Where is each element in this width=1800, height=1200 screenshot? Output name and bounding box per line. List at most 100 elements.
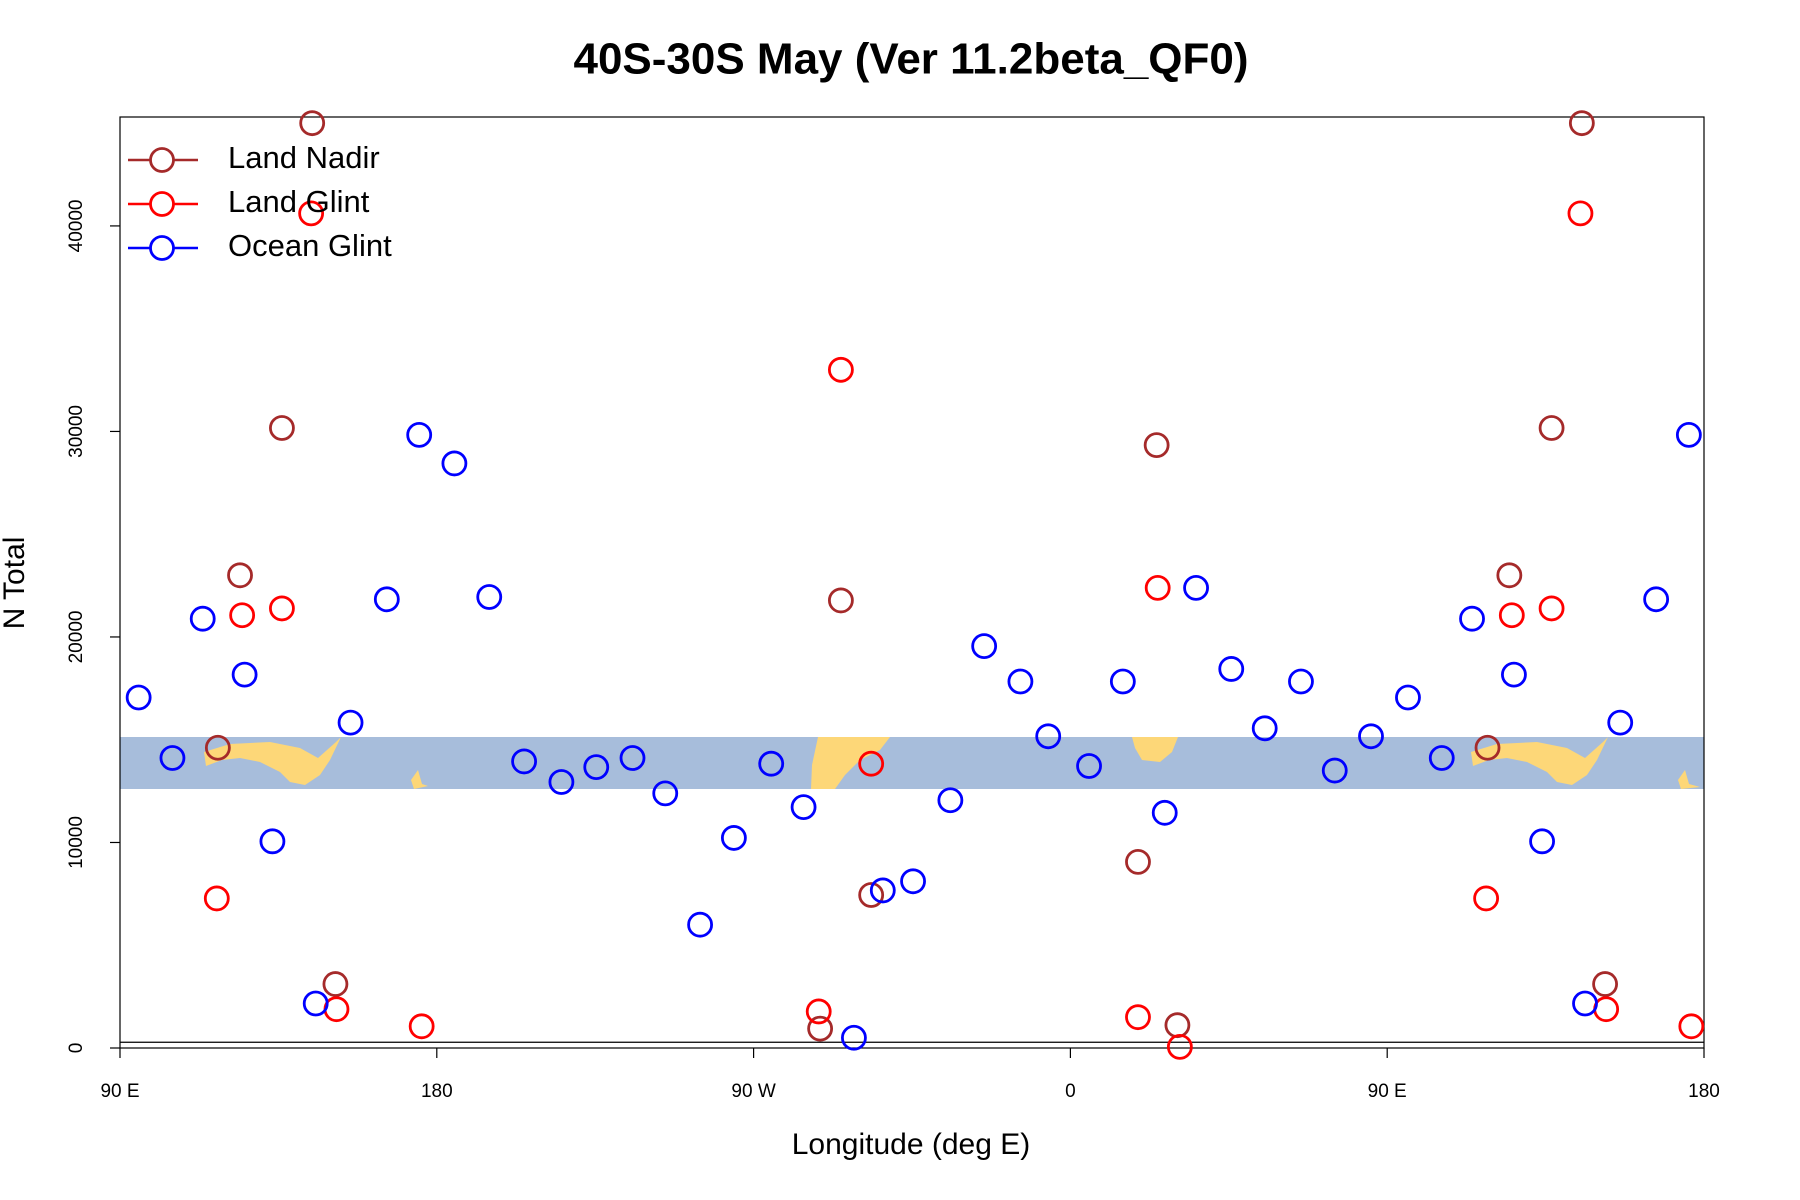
point (790, 794, 817, 820)
point (1567, 200, 1594, 227)
point (1474, 734, 1501, 761)
point (1593, 996, 1620, 1023)
point (1076, 753, 1102, 779)
point (827, 587, 854, 614)
x-tick-label: 90 E (100, 1081, 139, 1102)
land (811, 737, 890, 789)
point (827, 356, 854, 383)
legend-marker (149, 235, 175, 261)
point (189, 605, 216, 632)
point (1459, 605, 1485, 632)
x-tick-label: 180 (421, 1081, 453, 1102)
point (1529, 828, 1555, 855)
legend-label: Land Glint (228, 184, 370, 219)
point (807, 1015, 834, 1042)
point (1166, 1033, 1193, 1060)
point (758, 750, 785, 777)
x-tick-label: 90 E (1368, 1081, 1407, 1102)
point (322, 971, 349, 997)
y-tick-label: 30000 (66, 405, 87, 458)
point (1538, 595, 1565, 622)
point (869, 877, 896, 904)
point (619, 745, 646, 771)
point (269, 415, 295, 441)
latitude-band (120, 737, 1704, 789)
legend-label: Land Nadir (228, 140, 380, 175)
point (299, 110, 326, 137)
y-tick-label: 40000 (66, 200, 87, 253)
point (971, 633, 998, 659)
point (1501, 661, 1527, 688)
point (227, 562, 253, 589)
land (204, 737, 341, 785)
x-tick-label: 90 W (731, 1081, 775, 1102)
point (1395, 684, 1421, 711)
point (937, 787, 964, 814)
point (229, 602, 256, 629)
point (1125, 848, 1151, 875)
point (1151, 799, 1178, 826)
legend-marker (149, 147, 175, 173)
point (204, 734, 231, 761)
point (1321, 757, 1348, 784)
point (406, 421, 433, 448)
land (1132, 737, 1178, 762)
point (1125, 1004, 1151, 1031)
point (159, 745, 186, 771)
plot-border (119, 116, 1705, 1049)
point (1143, 432, 1170, 459)
point (1496, 562, 1523, 589)
point (1164, 1012, 1191, 1039)
point (841, 1024, 867, 1051)
point (373, 586, 400, 613)
point (323, 996, 350, 1023)
land (1471, 737, 1608, 785)
point (1607, 709, 1634, 736)
y-tick-label: 0 (66, 1043, 87, 1054)
point (1109, 668, 1136, 695)
chart-title: 40S-30S May (Ver 11.2beta_QF0) (573, 35, 1248, 84)
point (1498, 602, 1525, 629)
point (203, 885, 230, 912)
point (1218, 656, 1245, 682)
point (900, 868, 926, 895)
point (858, 882, 885, 908)
x-tick-label: 180 (1688, 1081, 1720, 1102)
point (1035, 723, 1062, 750)
point (511, 748, 537, 775)
point (1183, 574, 1209, 601)
point (1643, 586, 1670, 613)
point (1428, 745, 1455, 771)
point (1678, 1013, 1705, 1040)
legend-marker (149, 191, 175, 217)
point (1358, 723, 1384, 750)
point (1592, 971, 1618, 997)
point (1568, 110, 1595, 137)
point (1473, 885, 1500, 912)
point (1675, 421, 1702, 448)
point (720, 825, 747, 851)
land (411, 770, 428, 789)
point (1251, 715, 1278, 742)
point (548, 769, 575, 795)
point (652, 780, 679, 807)
point (583, 754, 610, 781)
point (231, 661, 258, 688)
y-axis-label: N Total (0, 537, 31, 630)
point (1538, 415, 1565, 441)
point (858, 750, 885, 777)
y-tick-label: 20000 (66, 611, 87, 664)
point (1288, 668, 1314, 695)
point (1007, 668, 1034, 695)
point (408, 1013, 435, 1040)
point (302, 990, 329, 1017)
x-axis-label: Longitude (deg E) (792, 1128, 1031, 1161)
point (1572, 990, 1598, 1017)
point (1144, 574, 1171, 601)
point (125, 684, 152, 711)
legend-label: Ocean Glint (228, 228, 392, 263)
ocean-band (120, 737, 1704, 789)
point (805, 998, 832, 1025)
x-tick-label: 0 (1065, 1081, 1076, 1102)
